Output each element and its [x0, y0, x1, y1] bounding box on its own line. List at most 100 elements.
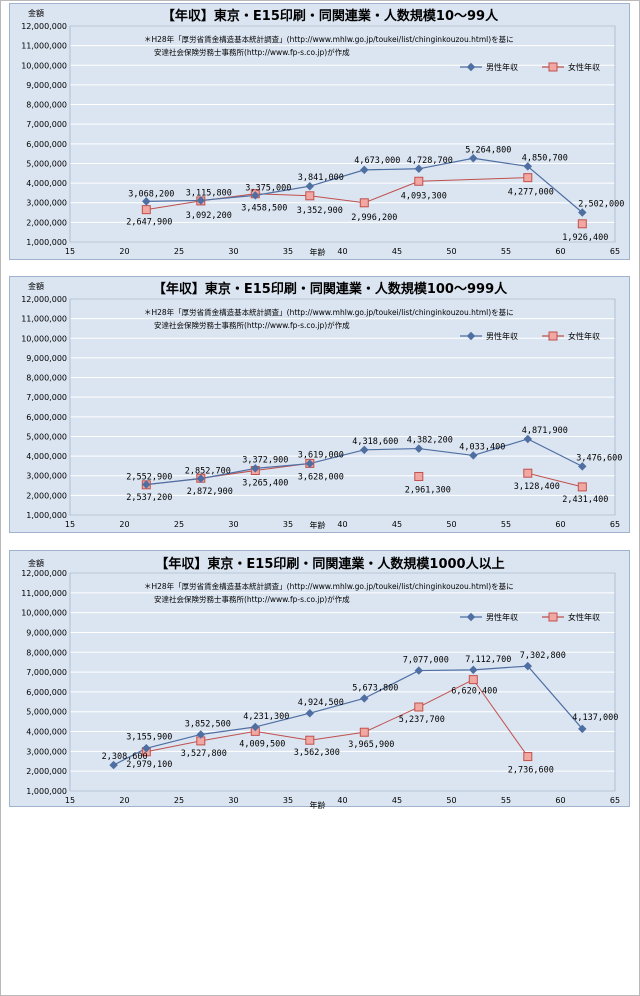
legend-male-marker [466, 62, 476, 72]
legend-male-marker [466, 331, 476, 341]
male-point [251, 191, 260, 200]
y-tick-label: 10,000,000 [21, 61, 67, 70]
x-tick-label: 15 [65, 796, 75, 805]
y-tick-label: 4,000,000 [26, 179, 67, 188]
male-data-label: 7,077,000 [403, 656, 449, 666]
y-tick-label: 12,000,000 [21, 22, 67, 31]
male-point [360, 694, 369, 703]
female-point [523, 468, 533, 478]
female-data-label: 3,562,300 [294, 748, 340, 758]
x-tick-label: 45 [392, 520, 402, 529]
legend-female-marker [548, 331, 558, 341]
legend-female-label: 女性年収 [568, 612, 600, 622]
x-tick-label: 35 [283, 520, 293, 529]
source-note-line2: 安達社会保険労務士事務所(http://www.fp-s.co.jp)が作成 [154, 47, 350, 57]
x-tick-label: 50 [446, 247, 456, 256]
female-point [414, 471, 424, 481]
x-tick-label: 30 [228, 796, 238, 805]
male-line [113, 665, 583, 766]
plot-area [69, 298, 616, 516]
legend: 男性年収 女性年収 [460, 612, 600, 622]
chart-title: 【年収】東京・E15印刷・同関連業・人数規模1000人以上 [155, 556, 504, 572]
female-data-label: 3,965,900 [348, 740, 394, 750]
x-tick-label: 35 [283, 796, 293, 805]
male-data-label: 2,852,700 [185, 467, 231, 477]
male-data-label: 4,382,200 [407, 436, 453, 446]
salary-chart-10-99: 【年収】東京・E15印刷・同関連業・人数規模10～99人 金額 1,000,000 2… [21, 8, 624, 257]
female-line-segment [472, 679, 529, 757]
male-data-label: 2,552,900 [126, 473, 172, 483]
male-data-label: 4,137,000 [572, 713, 618, 723]
female-data-label: 2,996,200 [351, 213, 397, 223]
female-point [141, 205, 151, 215]
female-data-label: 6,620,400 [451, 687, 497, 697]
x-tick-label: 55 [501, 796, 511, 805]
y-tick-label: 12,000,000 [21, 569, 67, 578]
female-data-label: 3,458,500 [241, 204, 287, 214]
female-data-label: 2,537,200 [126, 493, 172, 503]
salary-chart-1000-plus: 【年収】東京・E15印刷・同関連業・人数規模1000人以上 金額 1,000,000… [21, 556, 620, 810]
x-tick-label: 30 [228, 520, 238, 529]
male-data-label: 2,308,600 [102, 752, 148, 762]
x-tick-label: 30 [228, 247, 238, 256]
x-tick-label: 45 [392, 796, 402, 805]
male-data-label: 7,302,800 [520, 651, 566, 661]
female-point [414, 702, 424, 712]
male-point [523, 434, 533, 444]
x-tick-label: 50 [446, 796, 456, 805]
chart-panel-3: 【年収】東京・E15印刷・同関連業・人数規模1000人以上 金額 1,000,000… [9, 550, 630, 810]
female-point [414, 176, 424, 186]
y-tick-label: 3,000,000 [26, 199, 67, 208]
y-tick-label: 1,000,000 [26, 511, 67, 520]
female-point [359, 198, 369, 208]
female-line-segment [146, 740, 201, 753]
female-line-segment [309, 731, 365, 741]
y-tick-label: 5,000,000 [26, 159, 67, 168]
female-line-segment [309, 195, 365, 204]
female-data-label: 3,527,800 [181, 749, 227, 759]
y-tick-label: 2,000,000 [26, 767, 67, 776]
source-note-line1: ＊H28年「厚労省賃金構造基本統計調査」(http://www.mhlw.go.… [144, 307, 514, 317]
female-line-segment [364, 706, 420, 733]
y-tick-label: 9,000,000 [26, 81, 67, 90]
male-point [251, 722, 260, 732]
male-data-label: 3,841,000 [298, 173, 344, 183]
male-data-label: 3,375,000 [245, 183, 291, 193]
male-data-label: 3,852,500 [185, 719, 231, 729]
x-tick-label: 20 [119, 520, 129, 529]
y-tick-label: 8,000,000 [26, 374, 67, 383]
male-point [414, 164, 424, 174]
male-point [142, 480, 151, 489]
y-tick-label: 6,000,000 [26, 688, 67, 697]
female-data-label: 2,979,100 [126, 760, 172, 770]
male-point [251, 464, 260, 473]
x-tick-label: 25 [174, 796, 184, 805]
male-point [414, 444, 424, 453]
x-tick-label: 25 [174, 247, 184, 256]
male-point [196, 474, 206, 483]
female-point [468, 675, 478, 685]
chart-title: 【年収】東京・E15印刷・同関連業・人数規模10～99人 [162, 8, 499, 24]
male-data-label: 3,476,600 [576, 453, 622, 463]
female-data-label: 1,926,400 [562, 233, 608, 243]
x-tick-label: 35 [283, 247, 293, 256]
y-tick-label: 4,000,000 [26, 452, 67, 461]
y-tick-label: 6,000,000 [26, 413, 67, 422]
male-data-label: 4,318,600 [352, 437, 398, 447]
male-point [469, 665, 478, 675]
y-axis-label: 金額 [28, 558, 44, 568]
male-point [305, 181, 315, 191]
male-point [360, 165, 369, 175]
male-point [196, 196, 206, 205]
y-tick-label: 7,000,000 [26, 668, 67, 677]
male-data-label: 4,231,300 [243, 712, 289, 722]
male-data-label: 4,033,400 [459, 442, 505, 452]
male-data-label: 4,850,700 [522, 153, 568, 163]
legend-female-marker [548, 62, 558, 72]
y-tick-label: 1,000,000 [26, 787, 67, 796]
y-tick-label: 11,000,000 [21, 42, 67, 51]
x-tick-label: 55 [501, 520, 511, 529]
x-tick-label: 15 [65, 247, 75, 256]
female-data-label: 2,431,400 [562, 495, 608, 505]
y-tick-label: 10,000,000 [21, 609, 67, 618]
